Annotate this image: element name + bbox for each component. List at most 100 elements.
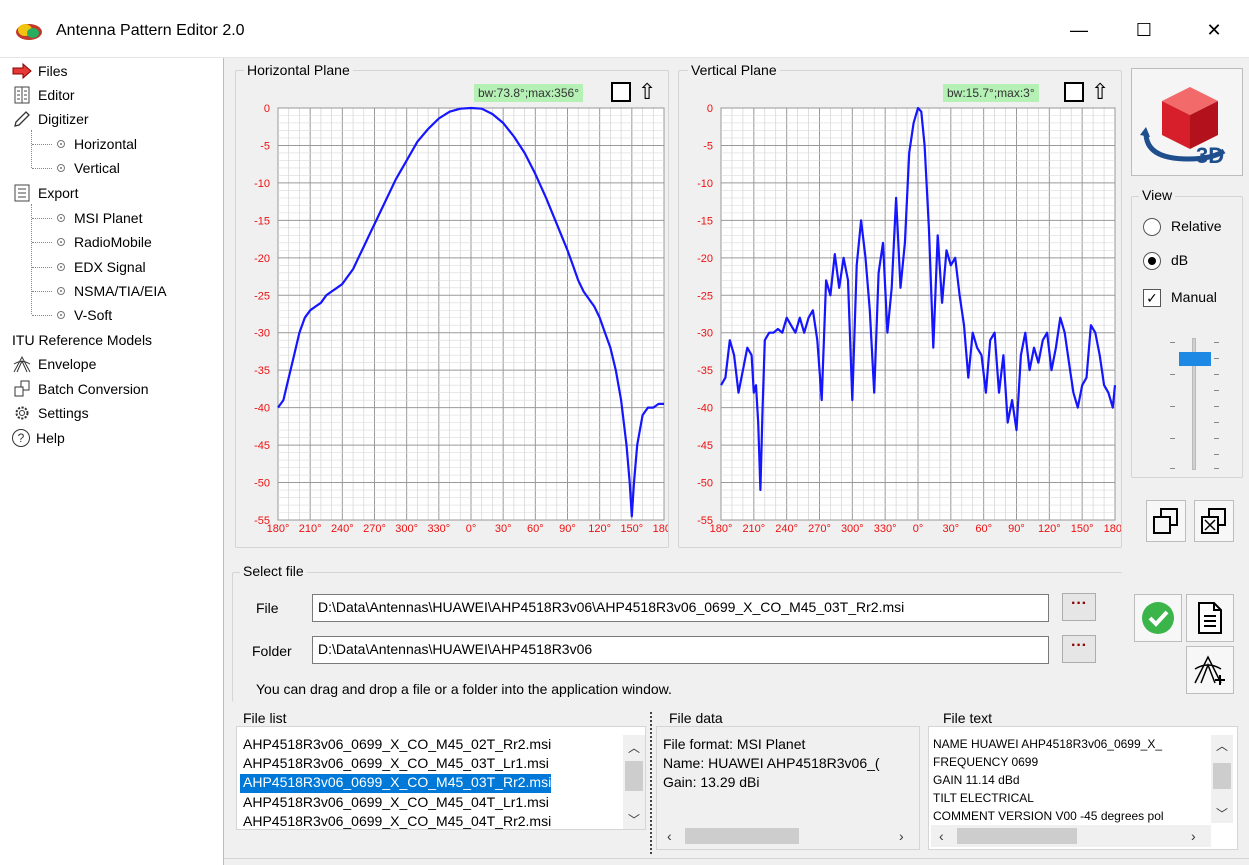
vertical-x-tick-label: 90°	[1008, 523, 1025, 535]
file-text-title: File text	[940, 710, 996, 726]
gear-icon	[12, 403, 32, 423]
db-label[interactable]: dB	[1171, 252, 1189, 268]
vertical-y-tick-label: -55	[697, 515, 713, 527]
view-group-title: View	[1139, 187, 1176, 203]
scroll-right-icon[interactable]: ›	[899, 828, 904, 844]
horizontal-select-checkbox[interactable]	[611, 82, 631, 102]
nav-label: Batch Conversion	[38, 381, 149, 397]
file-path-input[interactable]: D:\Data\Antennas\HUAWEI\AHP4518R3v06\AHP…	[312, 594, 1049, 622]
vertical-plane-group	[678, 70, 1122, 548]
envelope-icon	[12, 354, 32, 374]
vertical-select-checkbox[interactable]	[1064, 82, 1084, 102]
nav-sub-nsma[interactable]: NSMA/TIA/EIA	[32, 279, 167, 303]
manual-checkbox[interactable]: ✓	[1143, 289, 1161, 307]
document-button[interactable]	[1186, 594, 1234, 642]
scroll-up-icon[interactable]: ︿	[628, 741, 641, 755]
file-data-hscrollbar[interactable]: ‹ ›	[659, 825, 917, 847]
scale-slider-track[interactable]	[1192, 338, 1196, 470]
relative-radio[interactable]	[1143, 218, 1161, 236]
nav-item-help[interactable]: ? Help	[12, 426, 65, 450]
remove-copy-icon	[1201, 508, 1226, 534]
manual-label[interactable]: Manual	[1171, 289, 1217, 305]
vertical-y-tick-label: -30	[697, 328, 713, 340]
db-radio[interactable]	[1143, 252, 1161, 270]
bullet-icon	[57, 214, 65, 222]
folder-label: Folder	[252, 643, 292, 659]
bullet-icon	[57, 140, 65, 148]
nav-item-files[interactable]: Files	[12, 59, 68, 83]
nav-sub-horizontal[interactable]: Horizontal	[32, 132, 137, 156]
close-button[interactable]: ✕	[1206, 19, 1222, 40]
file-list-item[interactable]: AHP4518R3v06_0699_X_CO_M45_04T_Lr1.msi	[243, 794, 549, 810]
scroll-up-icon[interactable]: ︿	[1216, 739, 1229, 753]
file-list-item[interactable]: AHP4518R3v06_0699_X_CO_M45_02T_Rr2.msi	[243, 736, 552, 752]
nav-sub-radiomobile[interactable]: RadioMobile	[32, 230, 152, 254]
view-3d-button[interactable]: 3D	[1131, 68, 1243, 176]
nav-item-batch-conversion[interactable]: Batch Conversion	[12, 377, 149, 401]
scroll-thumb[interactable]	[625, 761, 643, 791]
vertical-x-tick-label: 120°	[1038, 523, 1061, 535]
copy-button[interactable]	[1146, 500, 1186, 542]
horizontal-x-tick-label: 240°	[331, 523, 354, 535]
nav-item-settings[interactable]: Settings	[12, 401, 89, 425]
file-list-item[interactable]: AHP4518R3v06_0699_X_CO_M45_03T_Lr1.msi	[243, 755, 549, 771]
file-list[interactable]: AHP4518R3v06_0699_X_CO_M45_02T_Rr2.msi A…	[236, 726, 646, 830]
vertical-plane-title: Vertical Plane	[688, 62, 780, 78]
relative-label[interactable]: Relative	[1171, 218, 1222, 234]
scroll-right-icon[interactable]: ›	[1191, 828, 1196, 844]
scroll-left-icon[interactable]: ‹	[667, 828, 672, 844]
nav-sub-msi-planet[interactable]: MSI Planet	[32, 206, 142, 230]
browse-file-button[interactable]: ···	[1062, 593, 1096, 621]
nav-sub-vertical[interactable]: Vertical	[32, 156, 120, 180]
browse-folder-button[interactable]: ···	[1062, 635, 1096, 663]
remove-copy-button[interactable]	[1194, 500, 1234, 542]
nav-sub-v-soft[interactable]: V-Soft	[32, 303, 112, 327]
scroll-down-icon[interactable]: ﹀	[628, 813, 641, 827]
scroll-left-icon[interactable]: ‹	[939, 828, 944, 844]
minimize-button[interactable]: —	[1070, 19, 1088, 40]
file-text-vscrollbar[interactable]: ︿ ﹀	[1211, 735, 1233, 823]
file-list-scrollbar[interactable]: ︿ ﹀	[623, 735, 645, 829]
nav-item-digitizer[interactable]: Digitizer	[12, 107, 89, 131]
editor-icon	[12, 85, 32, 105]
vertical-x-tick-label: 0°	[913, 523, 924, 535]
splitter-handle[interactable]	[650, 712, 653, 854]
horizontal-up-arrow-icon[interactable]: ⇧	[638, 79, 657, 104]
nav-item-export[interactable]: Export	[12, 181, 78, 205]
add-envelope-button[interactable]	[1186, 646, 1234, 694]
file-list-item-selected[interactable]: AHP4518R3v06_0699_X_CO_M45_03T_Rr2.msi	[240, 774, 552, 793]
nav-item-envelope[interactable]: Envelope	[12, 352, 96, 376]
nav-sub-label: Horizontal	[74, 136, 138, 152]
vertical-x-tick-label: 60°	[975, 523, 992, 535]
scroll-thumb[interactable]	[1213, 763, 1231, 789]
horizontal-plane-group	[235, 70, 669, 548]
file-text-hscrollbar[interactable]: ‹ ›	[931, 825, 1211, 847]
scroll-thumb[interactable]	[957, 828, 1077, 844]
scroll-thumb[interactable]	[685, 828, 799, 844]
batch-icon	[12, 379, 32, 399]
nav-item-editor[interactable]: Editor	[12, 83, 75, 107]
nav-sub-label: RadioMobile	[74, 234, 152, 250]
bullet-icon	[57, 311, 65, 319]
horizontal-y-tick-label: -20	[254, 253, 270, 265]
file-label: File	[256, 600, 279, 616]
vertical-x-tick-label: 180°	[1104, 523, 1121, 535]
nav-label: Files	[38, 63, 68, 79]
folder-path-input[interactable]: D:\Data\Antennas\HUAWEI\AHP4518R3v06	[312, 636, 1049, 664]
scale-slider-thumb[interactable]	[1179, 352, 1211, 366]
file-text-panel: NAME HUAWEI AHP4518R3v06_0699_X_ FREQUEN…	[928, 726, 1238, 850]
nav-sub-label: Vertical	[74, 160, 120, 176]
nav-sub-edx-signal[interactable]: EDX Signal	[32, 255, 146, 279]
nav-item-itu[interactable]: ITU Reference Models	[12, 328, 152, 352]
left-navigation: Files Editor Digitizer Horizontal Vertic…	[0, 58, 224, 865]
file-list-item[interactable]: AHP4518R3v06_0699_X_CO_M45_04T_Rr2.msi	[243, 813, 552, 829]
maximize-button[interactable]: ☐	[1135, 19, 1153, 40]
vertical-up-arrow-icon[interactable]: ⇧	[1091, 79, 1110, 104]
nav-label: Editor	[38, 87, 75, 103]
horizontal-x-tick-label: 90°	[559, 523, 576, 535]
accept-button[interactable]	[1134, 594, 1182, 642]
scroll-down-icon[interactable]: ﹀	[1216, 807, 1229, 821]
help-icon: ?	[12, 429, 30, 447]
